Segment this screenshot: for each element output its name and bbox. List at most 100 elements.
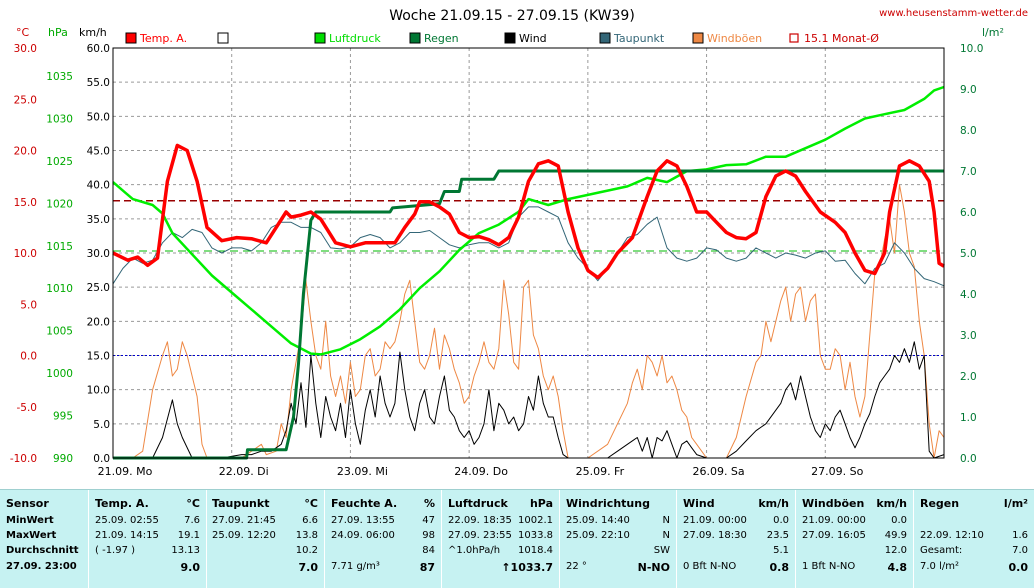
stats-col-feuchte: Feuchte A.% 27.09. 13:55 47 24.09. 06:00 98 8… bbox=[325, 490, 441, 588]
stats-cell-value: 0.8 bbox=[769, 561, 790, 574]
tick-temp: -10.0 bbox=[10, 453, 37, 465]
stats-label-min: MinWert bbox=[6, 515, 54, 526]
legend-swatch bbox=[125, 32, 137, 44]
reference-lines bbox=[113, 199, 944, 356]
stats-row: 10.2 bbox=[212, 545, 318, 560]
tick-kmh: 45.0 bbox=[87, 146, 110, 158]
stats-cell-label: 27.09. 18:30 bbox=[683, 530, 747, 541]
stats-row: 25.09. 02:55 7.6 bbox=[95, 515, 200, 530]
legend-item-1 bbox=[217, 32, 229, 44]
stats-col-taupunkt: Taupunkt °C 27.09. 21:45 6.6 25.09. 12:20 13.… bbox=[206, 490, 324, 588]
tick-temp: -5.0 bbox=[17, 402, 38, 414]
stats-header-regen: Regen bbox=[920, 497, 960, 510]
tick-day: 22.09. Di bbox=[219, 465, 269, 478]
tick-kmh: 5.0 bbox=[93, 419, 110, 431]
chart-series bbox=[112, 85, 945, 460]
stats-row: 25.09. 22:10 N bbox=[566, 530, 670, 545]
stats-cell-value: 0.0 bbox=[891, 515, 907, 526]
legend-swatch bbox=[692, 32, 704, 44]
legend-label: Wind bbox=[519, 32, 547, 45]
legend-swatch bbox=[217, 32, 229, 44]
stats-header-taupunkt: Taupunkt bbox=[212, 497, 270, 510]
tick-kmh: 25.0 bbox=[87, 282, 110, 294]
plot-frame bbox=[112, 47, 945, 459]
stats-unit-wind: km/h bbox=[758, 497, 789, 510]
tick-hpa: 1015 bbox=[46, 241, 73, 253]
stats-row: 21.09. 00:00 0.0 bbox=[683, 515, 789, 530]
stats-label-current: 27.09. 23:00 bbox=[6, 561, 77, 572]
tick-temp: 0.0 bbox=[20, 351, 37, 363]
stats-col-windboeen: Windböen km/h 21.09. 00:00 0.0 27.09. 16:05 4… bbox=[796, 490, 913, 588]
tick-kmh: 60.0 bbox=[87, 43, 110, 55]
series-temp-a bbox=[112, 143, 945, 280]
legend-swatch bbox=[599, 32, 611, 44]
stats-cell-value: 1033.8 bbox=[518, 530, 553, 541]
tick-temp: 25.0 bbox=[14, 94, 37, 106]
stats-header-windrichtung: Windrichtung bbox=[566, 497, 650, 510]
stats-row: 25.09. 14:40 N bbox=[566, 515, 670, 530]
stats-col-sensor: Sensor MinWert MaxWert Durchschnitt 27.0… bbox=[0, 490, 88, 588]
stats-cell-value: 10.2 bbox=[295, 545, 318, 556]
stats-row bbox=[920, 515, 1028, 530]
stats-cell-label: 21.09. 00:00 bbox=[683, 515, 747, 526]
stats-cell-label: 24.09. 06:00 bbox=[331, 530, 395, 541]
tick-hpa: 995 bbox=[53, 411, 73, 423]
stats-row: 27.09. 23:55 1033.8 bbox=[448, 530, 553, 545]
site-link[interactable]: www.heusenstamm-wetter.de bbox=[879, 8, 1028, 19]
stats-cell-value: 7.6 bbox=[184, 515, 200, 526]
legend-label: Temp. A. bbox=[139, 32, 187, 45]
stats-cell-label: 27.09. 21:45 bbox=[212, 515, 276, 526]
tick-temp: 20.0 bbox=[14, 146, 37, 158]
stats-cell-value: 0.0 bbox=[1008, 561, 1029, 574]
stats-cell-label: 25.09. 14:40 bbox=[566, 515, 630, 526]
stats-row: Gesamt: 7.0 bbox=[920, 545, 1028, 560]
stats-cell-value: 4.8 bbox=[887, 561, 908, 574]
stats-cell-value: 23.5 bbox=[766, 530, 789, 541]
tick-hpa: 1010 bbox=[46, 283, 73, 295]
tick-rain: 10.0 bbox=[960, 43, 983, 55]
stats-row: ( -1.97 ) 13.13 bbox=[95, 545, 200, 560]
tick-kmh: 15.0 bbox=[87, 351, 110, 363]
stats-cell-value: N bbox=[662, 515, 670, 526]
stats-cell-label: 27.09. 13:55 bbox=[331, 515, 395, 526]
tick-kmh: 35.0 bbox=[87, 214, 110, 226]
legend-label: Taupunkt bbox=[613, 32, 665, 45]
stats-unit-luftdruck: hPa bbox=[529, 497, 553, 510]
stats-cell-label: 25.09. 12:20 bbox=[212, 530, 276, 541]
tick-kmh: 30.0 bbox=[87, 248, 110, 260]
tick-rain: 7.0 bbox=[960, 166, 977, 178]
stats-row: 7.71 g/m³ 87 bbox=[331, 561, 435, 576]
legend-item-3: Regen bbox=[409, 32, 459, 45]
stats-col-luftdruck: Luftdruck hPa 22.09. 18:35 1002.1 27.09. 23:… bbox=[442, 490, 559, 588]
stats-cell-label: 22 ° bbox=[566, 561, 587, 572]
stats-row: 5.1 bbox=[683, 545, 789, 560]
legend-item-2: Luftdruck bbox=[314, 32, 381, 45]
tick-rain: 2.0 bbox=[960, 371, 977, 383]
stats-cell-value: 12.0 bbox=[884, 545, 907, 556]
tick-rain: 9.0 bbox=[960, 84, 977, 96]
stats-unit-windboeen: km/h bbox=[876, 497, 907, 510]
tick-temp: 10.0 bbox=[14, 248, 37, 260]
stats-header-luftdruck: Luftdruck bbox=[448, 497, 508, 510]
tick-hpa: 1030 bbox=[46, 113, 73, 125]
stats-row: 9.0 bbox=[95, 561, 201, 576]
stats-cell-value: 13.8 bbox=[295, 530, 318, 541]
tick-temp: 30.0 bbox=[14, 43, 37, 55]
legend-label: Windböen bbox=[707, 32, 762, 45]
stats-cell-label: 22.09. 12:10 bbox=[920, 530, 984, 541]
stats-cell-label: 27.09. 16:05 bbox=[802, 530, 866, 541]
stats-header-temp: Temp. A. bbox=[95, 497, 149, 510]
legend-label: Luftdruck bbox=[329, 32, 381, 45]
stats-cell-label: 1 Bft N-NO bbox=[802, 561, 856, 572]
stats-cell-value: 6.6 bbox=[302, 515, 318, 526]
tick-day: 25.09. Fr bbox=[576, 465, 625, 478]
stats-cell-value: 98 bbox=[422, 530, 435, 541]
stats-cell-value: 49.9 bbox=[884, 530, 907, 541]
legend-swatch bbox=[504, 32, 516, 44]
unit-kmh: km/h bbox=[79, 26, 107, 39]
tick-kmh: 20.0 bbox=[87, 316, 110, 328]
tick-day: 26.09. Sa bbox=[692, 465, 744, 478]
stats-cell-value: 13.13 bbox=[171, 545, 200, 556]
tick-rain: 5.0 bbox=[960, 248, 977, 260]
series-regen bbox=[113, 169, 944, 460]
